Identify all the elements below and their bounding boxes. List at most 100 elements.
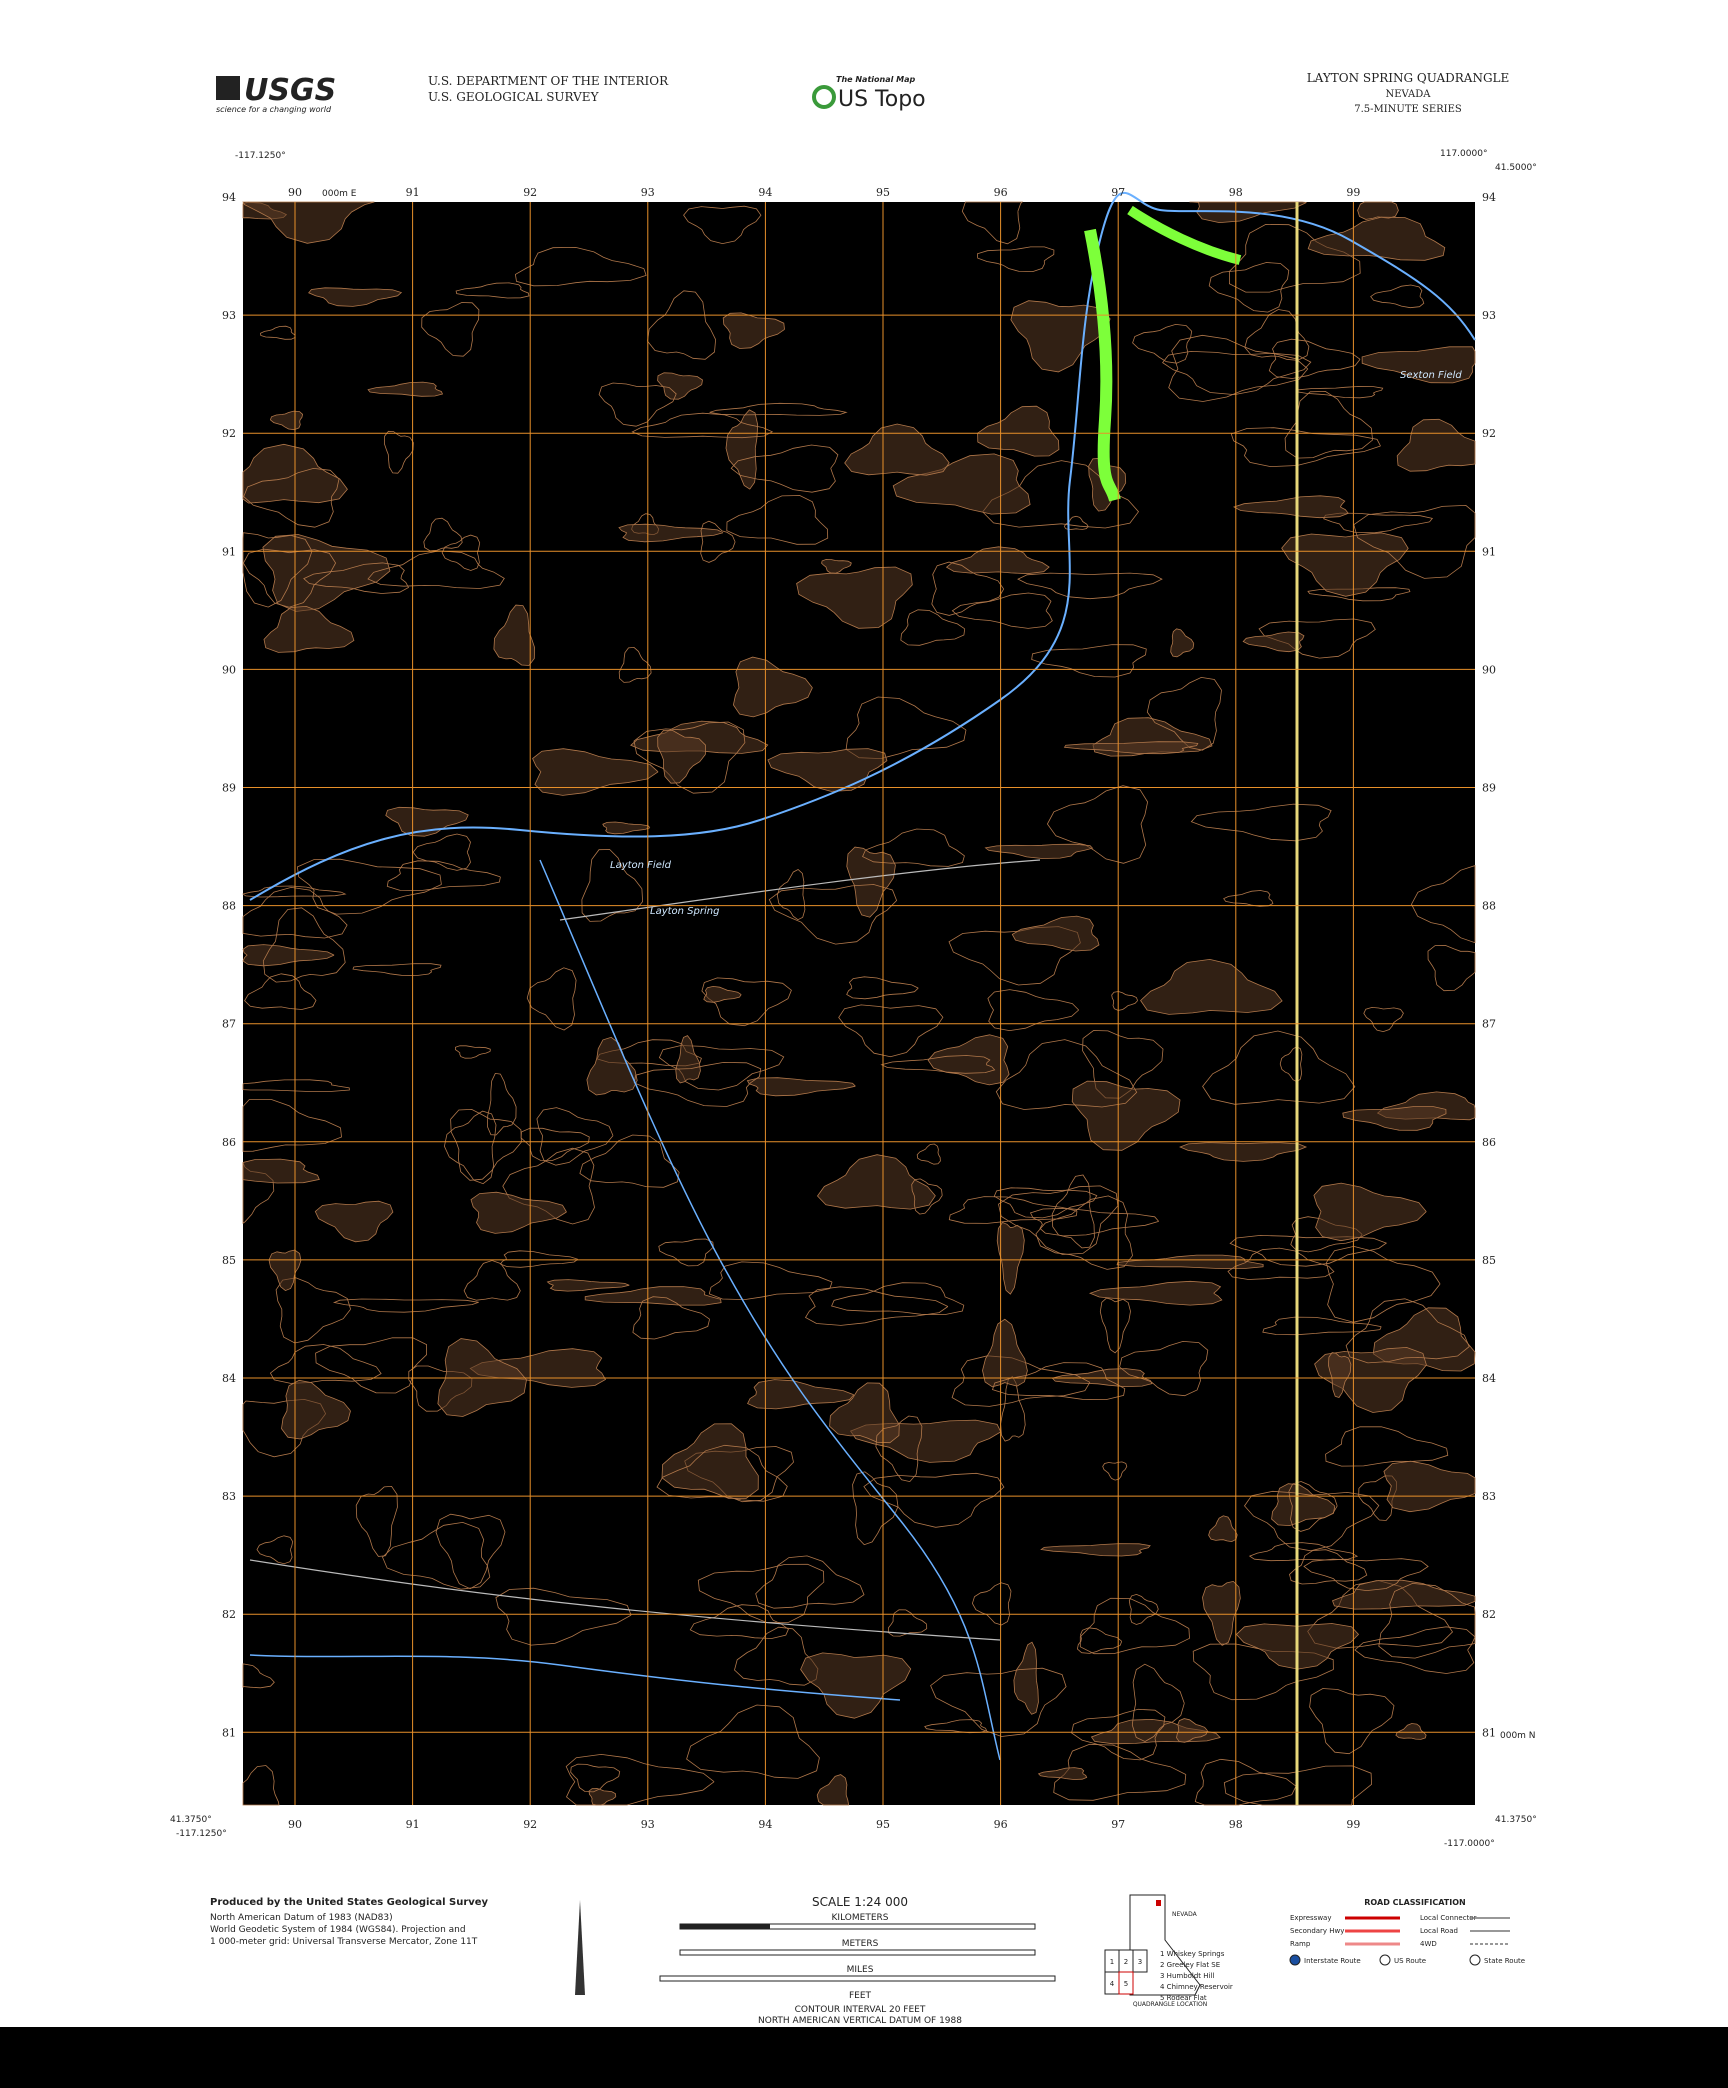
contour xyxy=(1162,350,1312,396)
logo-mark xyxy=(216,76,240,100)
northing-label: 86 xyxy=(222,1136,236,1149)
contour xyxy=(1331,1579,1476,1610)
contour xyxy=(1242,631,1305,653)
contour xyxy=(657,372,703,400)
contour xyxy=(900,609,966,646)
usgs-wordmark: USGS xyxy=(244,73,336,108)
footer: Produced by the United States Geological… xyxy=(210,1894,1525,2026)
contour xyxy=(1281,532,1409,597)
northing-label: 90 xyxy=(222,663,236,676)
contour xyxy=(514,246,647,287)
contour xyxy=(1131,1663,1185,1742)
contour xyxy=(570,1763,621,1793)
contour xyxy=(618,646,652,683)
contour xyxy=(463,1260,521,1301)
contour xyxy=(708,1261,833,1301)
contour xyxy=(831,1282,965,1316)
contour xyxy=(1223,1765,1373,1806)
contour xyxy=(1132,323,1193,364)
contour xyxy=(526,967,577,1031)
contour xyxy=(470,1191,567,1234)
contour xyxy=(1208,1515,1238,1543)
easting-label: 91 xyxy=(406,1818,420,1831)
contour xyxy=(930,1667,1067,1737)
contour xyxy=(982,1318,1028,1388)
northing-label: 82 xyxy=(222,1608,236,1621)
contour xyxy=(493,604,536,666)
contour xyxy=(1063,741,1199,755)
contour xyxy=(732,656,813,718)
contour xyxy=(382,1521,491,1590)
quad-cell xyxy=(1132,1949,1148,1973)
contour xyxy=(689,1604,789,1639)
contour xyxy=(1208,262,1290,313)
road-label: Local Road xyxy=(1420,1927,1458,1935)
contour xyxy=(703,985,742,1003)
contour xyxy=(383,430,414,474)
contour xyxy=(242,886,348,939)
contour xyxy=(1327,1352,1352,1398)
contour xyxy=(816,1774,850,1806)
contour xyxy=(1146,676,1222,751)
datum-line: 1 000-meter grid: Universal Transverse M… xyxy=(210,1937,478,1947)
contour xyxy=(1342,1106,1447,1131)
location-marker xyxy=(1156,1900,1161,1906)
quad-number: 2 xyxy=(1124,1958,1128,1966)
contour xyxy=(1357,201,1399,220)
route-label: Interstate Route xyxy=(1304,1957,1361,1965)
contour xyxy=(697,1563,825,1623)
contour xyxy=(984,843,1094,859)
contour xyxy=(734,1626,819,1686)
contour xyxy=(242,201,375,244)
contour xyxy=(987,989,1079,1032)
route-label: State Route xyxy=(1484,1957,1525,1965)
contour xyxy=(499,1250,579,1268)
easting-label: 96 xyxy=(994,186,1008,199)
contour xyxy=(421,302,480,357)
contour xyxy=(1071,1080,1181,1151)
contour xyxy=(776,869,806,921)
road-label: Expressway xyxy=(1290,1914,1332,1922)
contour xyxy=(1313,1182,1427,1242)
contour xyxy=(536,1107,614,1166)
contour xyxy=(991,1362,1126,1401)
northing-label: 88 xyxy=(1482,900,1496,913)
contour xyxy=(495,1587,632,1646)
road-title: ROAD CLASSIFICATION xyxy=(1364,1898,1465,1907)
adjoining-name: 5 Rodear Flat xyxy=(1160,1994,1207,2002)
contour xyxy=(242,548,337,608)
contour xyxy=(262,907,346,983)
contour xyxy=(1323,512,1434,534)
northing-label: 93 xyxy=(222,309,236,322)
quad-cell xyxy=(1118,1971,1134,1995)
contour xyxy=(1284,390,1374,459)
contour xyxy=(242,532,313,608)
grid-unit: 000m N xyxy=(1500,1731,1536,1741)
northing-label: 88 xyxy=(222,900,236,913)
usgs-tagline: science for a changing world xyxy=(216,105,332,114)
contour xyxy=(1031,644,1147,678)
contour xyxy=(661,1423,759,1499)
contour xyxy=(546,1279,630,1292)
contour xyxy=(1194,1758,1297,1806)
scale-bar-fill xyxy=(680,1924,770,1929)
contour xyxy=(355,1485,398,1557)
northing-label: 87 xyxy=(1482,1018,1496,1031)
northing-label: 91 xyxy=(222,545,236,558)
contour xyxy=(1099,1297,1131,1354)
contour xyxy=(1170,628,1195,658)
contour xyxy=(658,1238,714,1267)
vegetation xyxy=(1127,205,1242,265)
corner-coordinate: -117.1250° xyxy=(235,151,286,161)
contour-interval: CONTOUR INTERVAL 20 FEET xyxy=(795,2005,926,2015)
easting-label: 95 xyxy=(876,186,890,199)
contour xyxy=(303,562,410,594)
contour xyxy=(242,885,347,898)
scale-bar xyxy=(659,1975,1056,1982)
contour xyxy=(443,1110,497,1185)
contour xyxy=(961,201,1024,245)
contour xyxy=(686,1704,820,1779)
corner-coordinate: 41.3750° xyxy=(170,1815,212,1825)
northing-label: 81 xyxy=(1482,1726,1496,1739)
